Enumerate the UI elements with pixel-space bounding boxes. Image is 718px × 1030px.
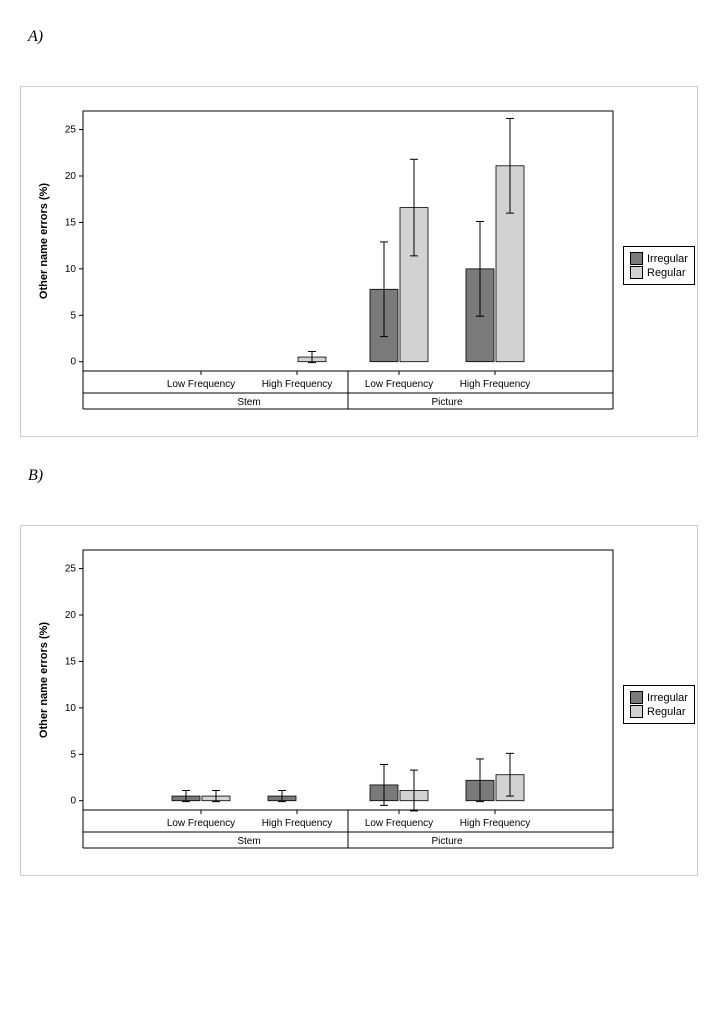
chart-a: 0 5 10 15 20 25 Other name errors (%) Low Frequ… <box>33 105 619 426</box>
svg-text:Other name errors (%): Other name errors (%) <box>38 622 50 738</box>
legend-swatch-irregular-b <box>630 691 643 704</box>
legend-label-regular-b: Regular <box>647 706 686 718</box>
legend-a: Irregular Regular <box>623 246 695 285</box>
svg-text:15: 15 <box>65 656 77 667</box>
legend-item-regular: Regular <box>630 266 688 279</box>
chart-a-wrapper: 0 5 10 15 20 25 Other name errors (%) Low Frequ… <box>20 86 698 437</box>
svg-text:Low Frequency: Low Frequency <box>167 379 235 390</box>
svg-text:Stem: Stem <box>237 397 260 408</box>
svg-text:25: 25 <box>65 564 77 575</box>
svg-text:Low Frequency: Low Frequency <box>365 818 433 829</box>
legend-swatch-regular <box>630 266 643 279</box>
svg-text:25: 25 <box>65 125 77 136</box>
svg-text:Low Frequency: Low Frequency <box>365 379 433 390</box>
svg-text:5: 5 <box>70 749 76 760</box>
svg-text:High Frequency: High Frequency <box>460 379 531 390</box>
legend-item-irregular-b: Irregular <box>630 691 688 704</box>
panel-a-label: A) <box>28 28 698 46</box>
svg-text:High Frequency: High Frequency <box>262 379 333 390</box>
svg-text:Picture: Picture <box>431 836 463 847</box>
svg-text:0: 0 <box>70 357 76 368</box>
svg-text:High Frequency: High Frequency <box>262 818 333 829</box>
svg-text:20: 20 <box>65 171 77 182</box>
legend-swatch-irregular <box>630 252 643 265</box>
legend-b: Irregular Regular <box>623 685 695 724</box>
svg-text:0: 0 <box>70 796 76 807</box>
svg-text:Other name errors (%): Other name errors (%) <box>38 183 50 299</box>
svg-text:High Frequency: High Frequency <box>460 818 531 829</box>
svg-text:5: 5 <box>70 310 76 321</box>
chart-b: 0 5 10 15 20 25 Other name errors (%) Low Frequ… <box>33 544 619 865</box>
panel-b-label: B) <box>28 467 698 485</box>
svg-text:Picture: Picture <box>431 397 463 408</box>
legend-label-irregular-b: Irregular <box>647 692 688 704</box>
legend-label-regular: Regular <box>647 267 686 279</box>
svg-text:Low Frequency: Low Frequency <box>167 818 235 829</box>
legend-item-irregular: Irregular <box>630 252 688 265</box>
legend-item-regular-b: Regular <box>630 705 688 718</box>
svg-text:Stem: Stem <box>237 836 260 847</box>
legend-swatch-regular-b <box>630 705 643 718</box>
svg-text:10: 10 <box>65 703 77 714</box>
legend-label-irregular: Irregular <box>647 253 688 265</box>
svg-text:10: 10 <box>65 264 77 275</box>
svg-text:15: 15 <box>65 217 77 228</box>
svg-text:20: 20 <box>65 610 77 621</box>
chart-b-wrapper: 0 5 10 15 20 25 Other name errors (%) Low Frequ… <box>20 525 698 876</box>
